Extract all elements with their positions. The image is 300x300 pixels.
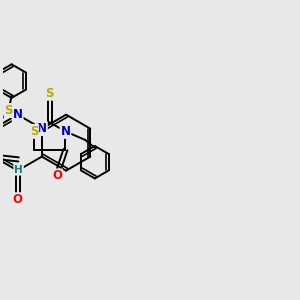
Text: O: O: [52, 169, 62, 182]
Text: N: N: [13, 108, 22, 121]
Text: S: S: [30, 125, 38, 138]
Text: N: N: [37, 122, 47, 135]
Text: S: S: [46, 87, 54, 100]
Text: S: S: [4, 104, 13, 117]
Text: H: H: [14, 165, 23, 175]
Text: N: N: [61, 125, 70, 138]
Text: O: O: [13, 193, 22, 206]
